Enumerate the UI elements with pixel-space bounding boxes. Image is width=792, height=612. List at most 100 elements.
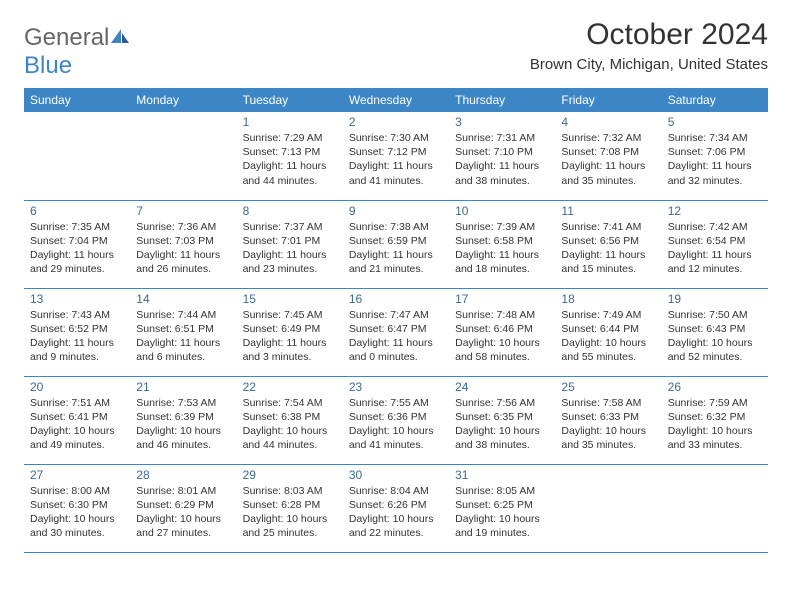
day-info: Sunrise: 7:32 AMSunset: 7:08 PMDaylight:…: [561, 131, 655, 188]
dayname-cell: Tuesday: [237, 88, 343, 112]
day-info: Sunrise: 7:42 AMSunset: 6:54 PMDaylight:…: [668, 220, 762, 277]
day-info: Sunrise: 7:37 AMSunset: 7:01 PMDaylight:…: [243, 220, 337, 277]
day-info: Sunrise: 7:45 AMSunset: 6:49 PMDaylight:…: [243, 308, 337, 365]
day-cell: 29Sunrise: 8:03 AMSunset: 6:28 PMDayligh…: [237, 464, 343, 552]
day-number: 1: [243, 115, 337, 129]
week-row: 27 Sunrise: 8:00 AMSunset: 6:30 PMDayligh…: [24, 464, 768, 552]
day-number: 2: [349, 115, 443, 129]
day-info: Sunrise: 7:47 AMSunset: 6:47 PMDaylight:…: [349, 308, 443, 365]
day-info: Sunrise: 7:44 AMSunset: 6:51 PMDaylight:…: [136, 308, 230, 365]
day-number: 7: [136, 204, 230, 218]
week-row: 13Sunrise: 7:43 AMSunset: 6:52 PMDayligh…: [24, 288, 768, 376]
day-info: Sunrise: 7:48 AMSunset: 6:46 PMDaylight:…: [455, 308, 549, 365]
sail-icon: [111, 29, 129, 50]
day-cell: 17 Sunrise: 7:48 AMSunset: 6:46 PMDayligh…: [449, 288, 555, 376]
day-number: 8: [243, 204, 337, 218]
day-info: Sunrise: 7:43 AMSunset: 6:52 PMDaylight:…: [30, 308, 124, 365]
day-info: Sunrise: 7:51 AMSunset: 6:41 PMDaylight:…: [30, 396, 124, 453]
day-info: Sunrise: 7:50 AMSunset: 6:43 PMDaylight:…: [668, 308, 762, 365]
day-number: 19: [668, 292, 762, 306]
day-number: 27: [30, 468, 124, 482]
day-number: 6: [30, 204, 124, 218]
day-number: 24: [455, 380, 549, 394]
day-number: 15: [243, 292, 337, 306]
brand-part1: General: [24, 24, 109, 51]
header: General Blue October 2024 Brown City, Mi…: [24, 18, 768, 80]
day-number: 21: [136, 380, 230, 394]
day-info: Sunrise: 7:31 AMSunset: 7:10 PMDaylight:…: [455, 131, 549, 188]
day-info: Sunrise: 7:56 AMSunset: 6:35 PMDaylight:…: [455, 396, 549, 453]
dayname-row: SundayMondayTuesdayWednesdayThursdayFrid…: [24, 88, 768, 112]
week-row: 20 Sunrise: 7:51 AMSunset: 6:41 PMDayligh…: [24, 376, 768, 464]
day-cell: 13Sunrise: 7:43 AMSunset: 6:52 PMDayligh…: [24, 288, 130, 376]
day-cell: 18 Sunrise: 7:49 AMSunset: 6:44 PMDayligh…: [555, 288, 661, 376]
day-cell: [662, 464, 768, 552]
day-info: Sunrise: 7:41 AMSunset: 6:56 PMDaylight:…: [561, 220, 655, 277]
day-number: 17: [455, 292, 549, 306]
day-info: Sunrise: 7:34 AMSunset: 7:06 PMDaylight:…: [668, 131, 762, 188]
dayname-cell: Thursday: [449, 88, 555, 112]
day-info: Sunrise: 7:39 AMSunset: 6:58 PMDaylight:…: [455, 220, 549, 277]
day-cell: 1 Sunrise: 7:29 AMSunset: 7:13 PMDaylight…: [237, 112, 343, 200]
day-cell: [130, 112, 236, 200]
day-info: Sunrise: 7:58 AMSunset: 6:33 PMDaylight:…: [561, 396, 655, 453]
day-info: Sunrise: 7:29 AMSunset: 7:13 PMDaylight:…: [243, 131, 337, 188]
day-cell: 2Sunrise: 7:30 AMSunset: 7:12 PMDaylight…: [343, 112, 449, 200]
day-number: 28: [136, 468, 230, 482]
day-number: 10: [455, 204, 549, 218]
day-number: 5: [668, 115, 762, 129]
day-cell: [555, 464, 661, 552]
day-number: 16: [349, 292, 443, 306]
day-cell: 6Sunrise: 7:35 AMSunset: 7:04 PMDaylight…: [24, 200, 130, 288]
day-info: Sunrise: 7:59 AMSunset: 6:32 PMDaylight:…: [668, 396, 762, 453]
day-cell: 14Sunrise: 7:44 AMSunset: 6:51 PMDayligh…: [130, 288, 236, 376]
day-number: 31: [455, 468, 549, 482]
day-info: Sunrise: 7:53 AMSunset: 6:39 PMDaylight:…: [136, 396, 230, 453]
month-title: October 2024: [530, 18, 768, 52]
day-info: Sunrise: 8:04 AMSunset: 6:26 PMDaylight:…: [349, 484, 443, 541]
day-cell: 28Sunrise: 8:01 AMSunset: 6:29 PMDayligh…: [130, 464, 236, 552]
day-cell: 15 Sunrise: 7:45 AMSunset: 6:49 PMDayligh…: [237, 288, 343, 376]
day-number: 23: [349, 380, 443, 394]
day-cell: 19 Sunrise: 7:50 AMSunset: 6:43 PMDayligh…: [662, 288, 768, 376]
day-cell: 27 Sunrise: 8:00 AMSunset: 6:30 PMDayligh…: [24, 464, 130, 552]
day-number: 3: [455, 115, 549, 129]
day-cell: 9 Sunrise: 7:38 AMSunset: 6:59 PMDaylight…: [343, 200, 449, 288]
day-info: Sunrise: 7:49 AMSunset: 6:44 PMDaylight:…: [561, 308, 655, 365]
day-number: 30: [349, 468, 443, 482]
day-cell: 24 Sunrise: 7:56 AMSunset: 6:35 PMDayligh…: [449, 376, 555, 464]
day-number: 9: [349, 204, 443, 218]
brand-part2: Blue: [24, 52, 72, 79]
day-cell: 12 Sunrise: 7:42 AMSunset: 6:54 PMDayligh…: [662, 200, 768, 288]
day-cell: 25 Sunrise: 7:58 AMSunset: 6:33 PMDayligh…: [555, 376, 661, 464]
day-cell: 10 Sunrise: 7:39 AMSunset: 6:58 PMDayligh…: [449, 200, 555, 288]
day-cell: 21 Sunrise: 7:53 AMSunset: 6:39 PMDayligh…: [130, 376, 236, 464]
title-block: October 2024 Brown City, Michigan, Unite…: [530, 18, 768, 73]
day-cell: 26 Sunrise: 7:59 AMSunset: 6:32 PMDayligh…: [662, 376, 768, 464]
calendar-table: SundayMondayTuesdayWednesdayThursdayFrid…: [24, 88, 768, 553]
day-cell: 23Sunrise: 7:55 AMSunset: 6:36 PMDayligh…: [343, 376, 449, 464]
day-number: 25: [561, 380, 655, 394]
day-cell: 3 Sunrise: 7:31 AMSunset: 7:10 PMDaylight…: [449, 112, 555, 200]
day-info: Sunrise: 8:05 AMSunset: 6:25 PMDaylight:…: [455, 484, 549, 541]
day-number: 11: [561, 204, 655, 218]
day-number: 20: [30, 380, 124, 394]
day-number: 4: [561, 115, 655, 129]
day-info: Sunrise: 7:38 AMSunset: 6:59 PMDaylight:…: [349, 220, 443, 277]
dayname-cell: Friday: [555, 88, 661, 112]
day-number: 18: [561, 292, 655, 306]
day-cell: 20 Sunrise: 7:51 AMSunset: 6:41 PMDayligh…: [24, 376, 130, 464]
dayname-cell: Saturday: [662, 88, 768, 112]
location: Brown City, Michigan, United States: [530, 56, 768, 73]
day-cell: 8 Sunrise: 7:37 AMSunset: 7:01 PMDaylight…: [237, 200, 343, 288]
brand-logo: General Blue: [24, 24, 129, 80]
dayname-cell: Monday: [130, 88, 236, 112]
week-row: 1 Sunrise: 7:29 AMSunset: 7:13 PMDaylight…: [24, 112, 768, 200]
day-number: 12: [668, 204, 762, 218]
day-cell: 5 Sunrise: 7:34 AMSunset: 7:06 PMDaylight…: [662, 112, 768, 200]
day-info: Sunrise: 8:03 AMSunset: 6:28 PMDaylight:…: [243, 484, 337, 541]
week-row: 6Sunrise: 7:35 AMSunset: 7:04 PMDaylight…: [24, 200, 768, 288]
day-cell: 30 Sunrise: 8:04 AMSunset: 6:26 PMDayligh…: [343, 464, 449, 552]
day-info: Sunrise: 8:00 AMSunset: 6:30 PMDaylight:…: [30, 484, 124, 541]
day-number: 26: [668, 380, 762, 394]
